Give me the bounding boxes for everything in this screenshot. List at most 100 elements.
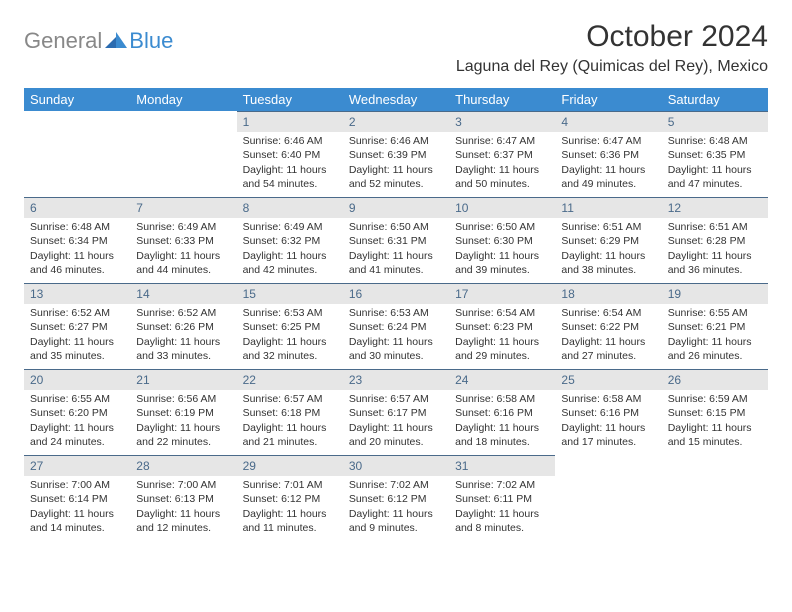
day-dl: Daylight: 11 hours and 20 minutes.	[349, 421, 443, 449]
day-dl: Daylight: 11 hours and 26 minutes.	[668, 335, 762, 363]
day-dl: Daylight: 11 hours and 49 minutes.	[561, 163, 655, 191]
day-body: Sunrise: 6:58 AMSunset: 6:16 PMDaylight:…	[449, 390, 555, 453]
calendar-cell: 12Sunrise: 6:51 AMSunset: 6:28 PMDayligh…	[662, 197, 768, 283]
day-sr: Sunrise: 6:54 AM	[455, 306, 549, 320]
calendar-cell: 30Sunrise: 7:02 AMSunset: 6:12 PMDayligh…	[343, 455, 449, 541]
day-body: Sunrise: 7:02 AMSunset: 6:11 PMDaylight:…	[449, 476, 555, 539]
day-ss: Sunset: 6:21 PM	[668, 320, 762, 334]
day-dl: Daylight: 11 hours and 30 minutes.	[349, 335, 443, 363]
day-body: Sunrise: 6:48 AMSunset: 6:35 PMDaylight:…	[662, 132, 768, 195]
day-sr: Sunrise: 6:53 AM	[243, 306, 337, 320]
day-dl: Daylight: 11 hours and 21 minutes.	[243, 421, 337, 449]
day-sr: Sunrise: 6:58 AM	[455, 392, 549, 406]
calendar-table: SundayMondayTuesdayWednesdayThursdayFrid…	[24, 88, 768, 541]
brand-part1: General	[24, 28, 102, 54]
day-sr: Sunrise: 6:49 AM	[243, 220, 337, 234]
calendar-cell	[24, 111, 130, 197]
day-dl: Daylight: 11 hours and 41 minutes.	[349, 249, 443, 277]
calendar-body: 1Sunrise: 6:46 AMSunset: 6:40 PMDaylight…	[24, 111, 768, 541]
day-number: 8	[237, 197, 343, 218]
day-number: 17	[449, 283, 555, 304]
day-body: Sunrise: 6:46 AMSunset: 6:40 PMDaylight:…	[237, 132, 343, 195]
day-sr: Sunrise: 6:46 AM	[243, 134, 337, 148]
day-sr: Sunrise: 7:02 AM	[349, 478, 443, 492]
day-dl: Daylight: 11 hours and 50 minutes.	[455, 163, 549, 191]
calendar-cell: 13Sunrise: 6:52 AMSunset: 6:27 PMDayligh…	[24, 283, 130, 369]
day-dl: Daylight: 11 hours and 14 minutes.	[30, 507, 124, 535]
day-number: 22	[237, 369, 343, 390]
day-ss: Sunset: 6:24 PM	[349, 320, 443, 334]
calendar-cell: 7Sunrise: 6:49 AMSunset: 6:33 PMDaylight…	[130, 197, 236, 283]
day-sr: Sunrise: 6:49 AM	[136, 220, 230, 234]
day-sr: Sunrise: 6:59 AM	[668, 392, 762, 406]
day-ss: Sunset: 6:27 PM	[30, 320, 124, 334]
day-dl: Daylight: 11 hours and 12 minutes.	[136, 507, 230, 535]
calendar-cell	[662, 455, 768, 541]
calendar-cell: 6Sunrise: 6:48 AMSunset: 6:34 PMDaylight…	[24, 197, 130, 283]
day-number: 23	[343, 369, 449, 390]
day-number: 1	[237, 111, 343, 132]
day-dl: Daylight: 11 hours and 29 minutes.	[455, 335, 549, 363]
dow-header: Wednesday	[343, 88, 449, 111]
day-body: Sunrise: 7:00 AMSunset: 6:13 PMDaylight:…	[130, 476, 236, 539]
dow-header: Friday	[555, 88, 661, 111]
day-ss: Sunset: 6:39 PM	[349, 148, 443, 162]
day-sr: Sunrise: 6:51 AM	[668, 220, 762, 234]
day-sr: Sunrise: 7:00 AM	[30, 478, 124, 492]
calendar-cell: 11Sunrise: 6:51 AMSunset: 6:29 PMDayligh…	[555, 197, 661, 283]
calendar-cell: 19Sunrise: 6:55 AMSunset: 6:21 PMDayligh…	[662, 283, 768, 369]
day-ss: Sunset: 6:40 PM	[243, 148, 337, 162]
day-sr: Sunrise: 6:55 AM	[668, 306, 762, 320]
day-number: 13	[24, 283, 130, 304]
brand-icon	[105, 28, 127, 54]
day-dl: Daylight: 11 hours and 52 minutes.	[349, 163, 443, 191]
day-sr: Sunrise: 6:48 AM	[30, 220, 124, 234]
calendar-cell: 21Sunrise: 6:56 AMSunset: 6:19 PMDayligh…	[130, 369, 236, 455]
calendar-cell: 17Sunrise: 6:54 AMSunset: 6:23 PMDayligh…	[449, 283, 555, 369]
day-number: 26	[662, 369, 768, 390]
day-ss: Sunset: 6:22 PM	[561, 320, 655, 334]
calendar-cell: 24Sunrise: 6:58 AMSunset: 6:16 PMDayligh…	[449, 369, 555, 455]
calendar-cell: 28Sunrise: 7:00 AMSunset: 6:13 PMDayligh…	[130, 455, 236, 541]
day-number: 15	[237, 283, 343, 304]
day-body: Sunrise: 6:52 AMSunset: 6:27 PMDaylight:…	[24, 304, 130, 367]
calendar-cell	[130, 111, 236, 197]
day-number: 4	[555, 111, 661, 132]
calendar-cell: 4Sunrise: 6:47 AMSunset: 6:36 PMDaylight…	[555, 111, 661, 197]
day-body: Sunrise: 6:54 AMSunset: 6:23 PMDaylight:…	[449, 304, 555, 367]
day-sr: Sunrise: 6:54 AM	[561, 306, 655, 320]
calendar-cell: 3Sunrise: 6:47 AMSunset: 6:37 PMDaylight…	[449, 111, 555, 197]
day-sr: Sunrise: 6:50 AM	[349, 220, 443, 234]
day-ss: Sunset: 6:34 PM	[30, 234, 124, 248]
brand-logo: General Blue	[24, 28, 173, 54]
day-sr: Sunrise: 7:02 AM	[455, 478, 549, 492]
day-ss: Sunset: 6:23 PM	[455, 320, 549, 334]
day-number: 7	[130, 197, 236, 218]
day-ss: Sunset: 6:16 PM	[455, 406, 549, 420]
day-ss: Sunset: 6:19 PM	[136, 406, 230, 420]
day-body: Sunrise: 6:46 AMSunset: 6:39 PMDaylight:…	[343, 132, 449, 195]
day-dl: Daylight: 11 hours and 39 minutes.	[455, 249, 549, 277]
day-body: Sunrise: 6:49 AMSunset: 6:32 PMDaylight:…	[237, 218, 343, 281]
day-body: Sunrise: 6:50 AMSunset: 6:31 PMDaylight:…	[343, 218, 449, 281]
day-sr: Sunrise: 7:01 AM	[243, 478, 337, 492]
day-ss: Sunset: 6:26 PM	[136, 320, 230, 334]
day-dl: Daylight: 11 hours and 46 minutes.	[30, 249, 124, 277]
day-sr: Sunrise: 6:47 AM	[455, 134, 549, 148]
calendar-week: 27Sunrise: 7:00 AMSunset: 6:14 PMDayligh…	[24, 455, 768, 541]
day-dl: Daylight: 11 hours and 36 minutes.	[668, 249, 762, 277]
day-number: 29	[237, 455, 343, 476]
day-number: 11	[555, 197, 661, 218]
day-body: Sunrise: 6:48 AMSunset: 6:34 PMDaylight:…	[24, 218, 130, 281]
day-ss: Sunset: 6:36 PM	[561, 148, 655, 162]
calendar-cell: 5Sunrise: 6:48 AMSunset: 6:35 PMDaylight…	[662, 111, 768, 197]
day-ss: Sunset: 6:25 PM	[243, 320, 337, 334]
day-body: Sunrise: 6:53 AMSunset: 6:24 PMDaylight:…	[343, 304, 449, 367]
day-number: 16	[343, 283, 449, 304]
day-number: 18	[555, 283, 661, 304]
day-number: 9	[343, 197, 449, 218]
calendar-week: 1Sunrise: 6:46 AMSunset: 6:40 PMDaylight…	[24, 111, 768, 197]
day-dl: Daylight: 11 hours and 42 minutes.	[243, 249, 337, 277]
calendar-cell	[555, 455, 661, 541]
day-body: Sunrise: 6:50 AMSunset: 6:30 PMDaylight:…	[449, 218, 555, 281]
